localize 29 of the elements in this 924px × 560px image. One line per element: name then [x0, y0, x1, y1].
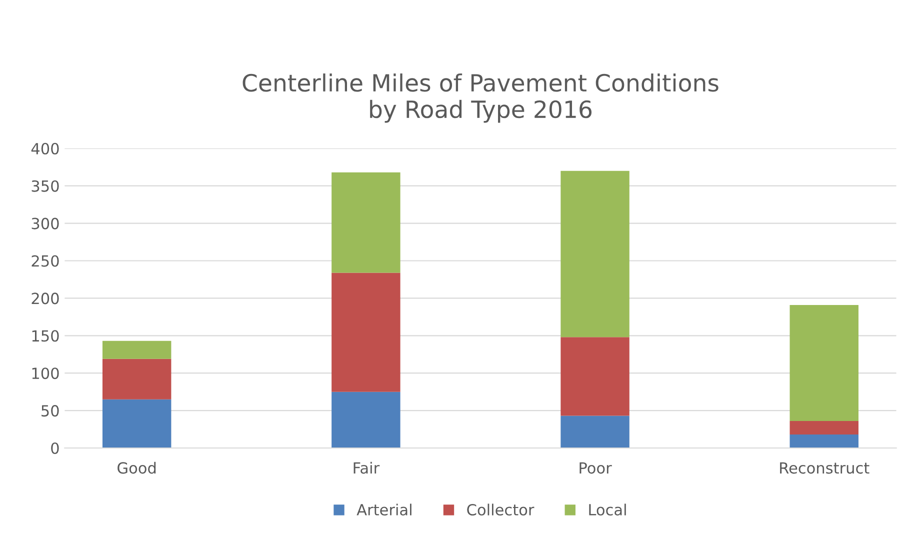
bar: [560, 337, 630, 416]
y-tick-label: 50: [42, 405, 59, 417]
y-tick-label: 150: [32, 330, 59, 342]
legend-label: Local: [589, 504, 626, 516]
bar: [560, 416, 630, 448]
y-tick-label: 100: [32, 368, 59, 380]
y-tick-label: 0: [51, 442, 59, 454]
x-tick-label: Fair: [354, 462, 380, 474]
x-tick-label: Good: [118, 462, 156, 474]
bar: [790, 304, 858, 422]
bar: [102, 399, 172, 448]
bar: [790, 434, 858, 448]
y-tick-label: 400: [31, 142, 59, 154]
bar: [332, 392, 400, 448]
legend-label: Collector: [467, 504, 534, 516]
bar: [102, 340, 172, 359]
bar: [332, 172, 400, 273]
bar: [332, 272, 400, 392]
legend-label: Arterial: [356, 504, 412, 516]
y-tick-label: 250: [32, 255, 59, 267]
x-tick-label: Poor: [580, 462, 612, 474]
chart-title: Centerline Miles of Pavement Conditions by Road Type 2016: [242, 73, 718, 123]
y-tick-label: 200: [32, 292, 59, 304]
bar: [102, 358, 172, 400]
x-tick-label: Reconstruct: [780, 462, 870, 474]
y-tick-label: 300: [32, 218, 59, 230]
bar: [790, 421, 858, 435]
bar: [560, 170, 630, 338]
y-tick-label: 350: [32, 180, 59, 192]
